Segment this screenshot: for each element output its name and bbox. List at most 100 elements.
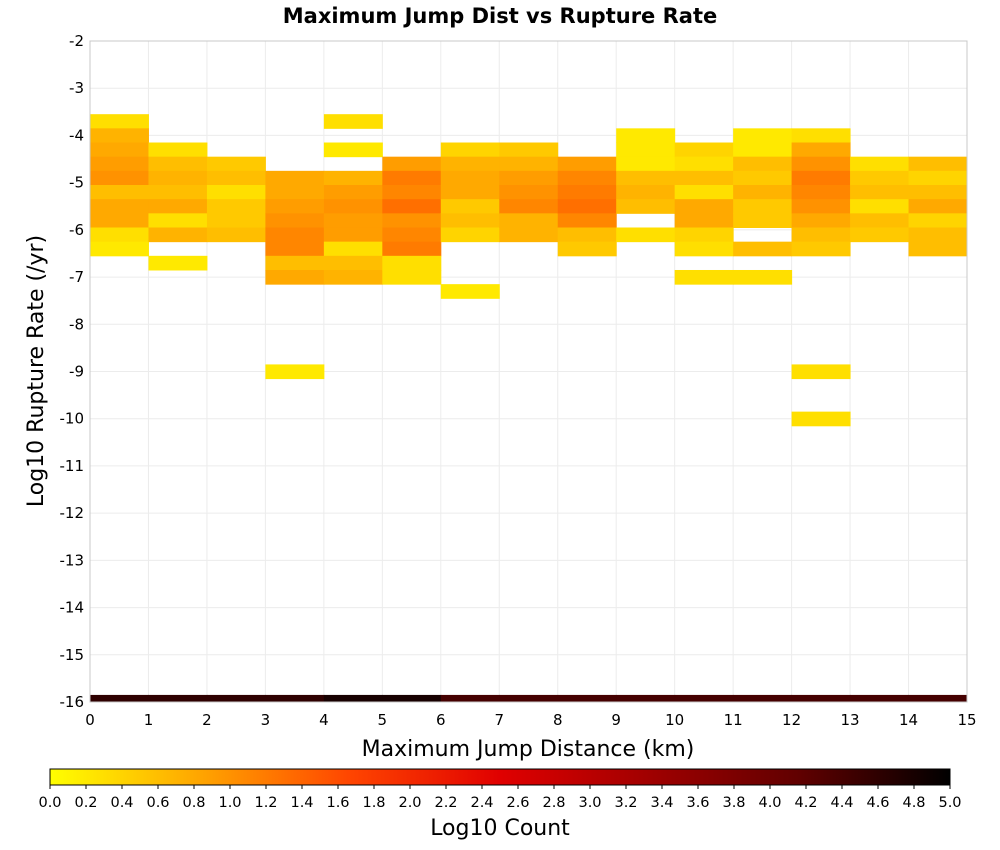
heatmap-cell	[90, 114, 149, 129]
x-axis-label: Maximum Jump Distance (km)	[362, 737, 695, 762]
chart-title: Maximum Jump Dist vs Rupture Rate	[283, 4, 717, 28]
heatmap-cell	[557, 694, 617, 702]
heatmap-cell	[382, 227, 442, 243]
heatmap-cell	[674, 185, 734, 200]
colorbar-tick-label: 1.2	[254, 795, 277, 811]
y-tick-label: -11	[60, 457, 85, 475]
heatmap-cell	[265, 694, 325, 702]
heatmap-cell	[323, 694, 383, 702]
heatmap-cell	[440, 694, 500, 702]
y-tick-label: -10	[60, 410, 85, 428]
heatmap-cell	[791, 170, 851, 186]
y-tick-label: -7	[69, 268, 84, 286]
y-tick-label: -3	[69, 79, 84, 97]
heatmap-cell	[499, 142, 559, 158]
x-tick-label: 11	[724, 711, 743, 729]
heatmap-cell	[908, 241, 968, 257]
heatmap-cell	[90, 227, 149, 243]
heatmap-cell	[265, 213, 325, 228]
x-tick-label: 15	[957, 711, 976, 729]
heatmap-cell	[206, 227, 266, 243]
x-tick-label: 13	[841, 711, 860, 729]
heatmap-cell	[148, 255, 208, 271]
x-tick-label: 0	[85, 711, 95, 729]
x-tick-label: 12	[782, 711, 801, 729]
heatmap-cells	[90, 114, 968, 702]
heatmap-cell	[908, 694, 968, 702]
heatmap-cell	[499, 694, 559, 702]
heatmap-cell	[616, 185, 676, 200]
colorbar-tick-label: 0.0	[38, 795, 61, 811]
heatmap-cell	[674, 199, 734, 214]
heatmap-cell	[616, 694, 676, 702]
heatmap-cell	[440, 156, 500, 172]
y-tick-label: -4	[69, 126, 84, 144]
heatmap-cell	[791, 142, 851, 158]
heatmap-cell	[265, 364, 325, 380]
heatmap-cell	[791, 156, 851, 172]
x-axis-ticks: 0 1 2 3 4 5 6 7 8 9 10 11 12 13 14 15	[85, 711, 976, 729]
heatmap-cell	[674, 142, 734, 158]
heatmap-cell	[90, 170, 149, 186]
colorbar-tick-label: 2.0	[398, 795, 421, 811]
heatmap-cell	[557, 241, 617, 257]
heatmap-cell	[323, 142, 383, 158]
heatmap-cell	[791, 694, 851, 702]
heatmap-cell	[382, 185, 442, 200]
heatmap-cell	[206, 199, 266, 214]
x-tick-label: 7	[494, 711, 504, 729]
heatmap-cell	[90, 185, 149, 200]
colorbar-tick-label: 1.0	[218, 795, 241, 811]
heatmap-cell	[323, 269, 383, 285]
x-tick-label: 8	[553, 711, 563, 729]
heatmap-cell	[148, 170, 208, 186]
heatmap-cell	[323, 114, 383, 129]
x-tick-label: 5	[378, 711, 388, 729]
heatmap-cell	[733, 694, 793, 702]
plot-frame	[89, 40, 968, 703]
heatmap-cell	[791, 185, 851, 200]
heatmap-cell	[382, 199, 442, 214]
heatmap-cell	[323, 170, 383, 186]
heatmap-cell	[616, 170, 676, 186]
y-axis-ticks: -2 -3 -4 -5 -6 -7 -8 -9 -10 -11 -12 -13 -14 -15 -16	[60, 32, 85, 711]
colorbar-tick-label: 0.8	[182, 795, 205, 811]
heatmap-cell	[90, 142, 149, 158]
heatmap-cell	[499, 156, 559, 172]
heatmap-cell	[850, 213, 910, 228]
colorbar-tick-label: 4.4	[830, 795, 853, 811]
heatmap-cell	[733, 185, 793, 200]
heatmap-cell	[148, 213, 208, 228]
heatmap-cell	[323, 255, 383, 271]
colorbar-label: Log10 Count	[430, 816, 570, 841]
colorbar-tick-label: 1.4	[290, 795, 313, 811]
heatmap-cell	[206, 156, 266, 172]
heatmap-cell	[733, 170, 793, 186]
colorbar-tick-label: 0.2	[74, 795, 97, 811]
heatmap-cell	[148, 142, 208, 158]
x-tick-label: 4	[319, 711, 329, 729]
heatmap-cell	[733, 128, 793, 144]
heatmap-cell	[382, 255, 442, 271]
heatmap-cell	[90, 156, 149, 172]
heatmap-cell	[616, 227, 676, 243]
heatmap-cell	[557, 199, 617, 214]
heatmap-cell	[265, 255, 325, 271]
heatmap-cell	[382, 241, 442, 257]
x-tick-label: 9	[611, 711, 621, 729]
heatmap-cell	[265, 170, 325, 186]
heatmap-cell	[616, 156, 676, 172]
y-tick-label: -13	[60, 551, 85, 569]
heatmap-cell	[323, 185, 383, 200]
y-tick-label: -14	[60, 599, 85, 617]
x-tick-label: 3	[261, 711, 271, 729]
y-tick-label: -15	[60, 646, 85, 664]
heatmap-cell	[850, 170, 910, 186]
heatmap-cell	[499, 213, 559, 228]
heatmap-cell	[440, 213, 500, 228]
colorbar-tick-label: 4.2	[794, 795, 817, 811]
colorbar-tick-label: 3.6	[686, 795, 709, 811]
heatmap-cell	[908, 156, 968, 172]
colorbar-tick-label: 0.4	[110, 795, 133, 811]
